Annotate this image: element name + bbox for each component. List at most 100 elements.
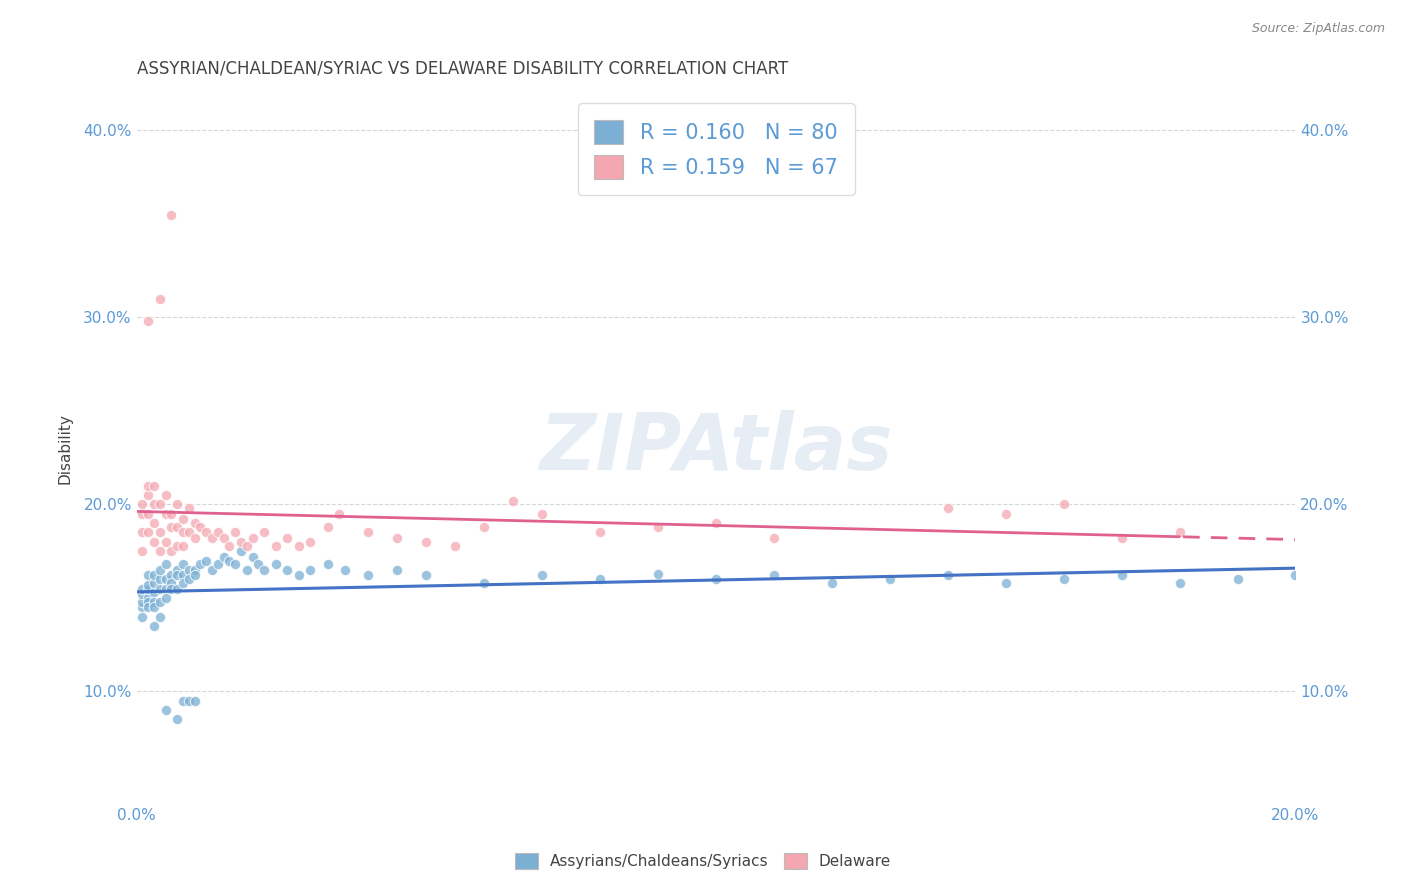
Point bbox=[166, 498, 188, 512]
Point bbox=[160, 520, 183, 534]
Point bbox=[143, 619, 166, 633]
Point bbox=[143, 479, 166, 493]
Point bbox=[190, 520, 212, 534]
Point bbox=[183, 516, 205, 530]
Point bbox=[166, 539, 188, 553]
Point bbox=[149, 544, 172, 558]
Point bbox=[155, 703, 177, 717]
Point bbox=[1111, 531, 1133, 545]
Point bbox=[166, 563, 188, 577]
Point bbox=[155, 488, 177, 502]
Point bbox=[218, 553, 240, 567]
Point bbox=[166, 568, 188, 582]
Point bbox=[316, 520, 339, 534]
Point bbox=[472, 576, 495, 591]
Point bbox=[143, 600, 166, 615]
Point bbox=[136, 600, 159, 615]
Point bbox=[276, 531, 298, 545]
Point bbox=[415, 568, 437, 582]
Point bbox=[936, 501, 959, 516]
Point bbox=[131, 507, 153, 521]
Point bbox=[190, 558, 212, 572]
Point bbox=[647, 566, 669, 581]
Point bbox=[218, 539, 240, 553]
Point bbox=[357, 525, 380, 540]
Point bbox=[131, 544, 153, 558]
Point bbox=[143, 498, 166, 512]
Point bbox=[155, 591, 177, 605]
Point bbox=[160, 582, 183, 596]
Point bbox=[149, 292, 172, 306]
Point bbox=[143, 568, 166, 582]
Point bbox=[131, 587, 153, 601]
Point bbox=[299, 563, 322, 577]
Point bbox=[160, 568, 183, 582]
Legend: Assyrians/Chaldeans/Syriacs, Delaware: Assyrians/Chaldeans/Syriacs, Delaware bbox=[509, 847, 897, 875]
Point bbox=[316, 558, 339, 572]
Point bbox=[177, 563, 200, 577]
Point bbox=[160, 576, 183, 591]
Point bbox=[229, 534, 252, 549]
Point bbox=[177, 501, 200, 516]
Point bbox=[143, 516, 166, 530]
Point bbox=[879, 572, 901, 586]
Point bbox=[155, 558, 177, 572]
Point bbox=[762, 568, 785, 582]
Point bbox=[177, 694, 200, 708]
Point bbox=[143, 534, 166, 549]
Point bbox=[149, 563, 172, 577]
Point bbox=[288, 539, 311, 553]
Point bbox=[415, 534, 437, 549]
Point bbox=[212, 549, 235, 564]
Point bbox=[357, 568, 380, 582]
Point bbox=[136, 595, 159, 609]
Point bbox=[172, 694, 194, 708]
Point bbox=[444, 539, 467, 553]
Point bbox=[328, 507, 350, 521]
Point bbox=[242, 531, 264, 545]
Point bbox=[149, 582, 172, 596]
Point bbox=[166, 713, 188, 727]
Point bbox=[131, 498, 153, 512]
Point bbox=[531, 507, 554, 521]
Point bbox=[160, 208, 183, 222]
Point bbox=[166, 582, 188, 596]
Point bbox=[172, 539, 194, 553]
Point bbox=[288, 568, 311, 582]
Point bbox=[762, 531, 785, 545]
Point bbox=[131, 609, 153, 624]
Point bbox=[387, 563, 409, 577]
Point bbox=[1168, 525, 1191, 540]
Point bbox=[155, 534, 177, 549]
Point bbox=[502, 493, 524, 508]
Point bbox=[143, 595, 166, 609]
Point bbox=[136, 479, 159, 493]
Point bbox=[335, 563, 357, 577]
Point bbox=[472, 520, 495, 534]
Point bbox=[264, 539, 287, 553]
Point bbox=[131, 582, 153, 596]
Point bbox=[276, 563, 298, 577]
Point bbox=[235, 539, 257, 553]
Point bbox=[131, 600, 153, 615]
Legend: R = 0.160   N = 80, R = 0.159   N = 67: R = 0.160 N = 80, R = 0.159 N = 67 bbox=[578, 103, 855, 195]
Point bbox=[224, 525, 246, 540]
Point bbox=[247, 558, 270, 572]
Text: ASSYRIAN/CHALDEAN/SYRIAC VS DELAWARE DISABILITY CORRELATION CHART: ASSYRIAN/CHALDEAN/SYRIAC VS DELAWARE DIS… bbox=[136, 60, 787, 78]
Point bbox=[264, 558, 287, 572]
Point bbox=[1168, 576, 1191, 591]
Y-axis label: Disability: Disability bbox=[58, 413, 72, 483]
Point bbox=[201, 563, 224, 577]
Point bbox=[183, 531, 205, 545]
Point bbox=[149, 525, 172, 540]
Point bbox=[136, 507, 159, 521]
Point bbox=[136, 591, 159, 605]
Point bbox=[821, 576, 844, 591]
Point bbox=[172, 568, 194, 582]
Point bbox=[589, 572, 612, 586]
Point bbox=[177, 525, 200, 540]
Point bbox=[143, 576, 166, 591]
Point bbox=[149, 595, 172, 609]
Point bbox=[994, 507, 1017, 521]
Point bbox=[160, 507, 183, 521]
